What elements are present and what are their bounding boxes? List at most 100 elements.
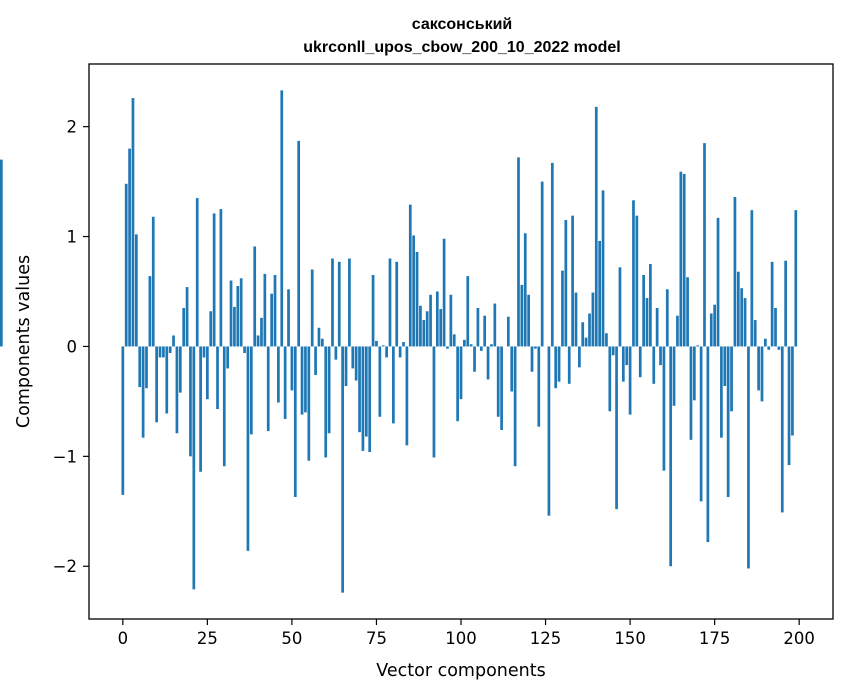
bar xyxy=(713,304,716,347)
bar xyxy=(314,346,317,376)
bar xyxy=(432,346,436,458)
bar xyxy=(185,287,189,347)
y-axis-ticks: −2 −1 0 1 2 xyxy=(53,118,89,576)
bar xyxy=(716,217,720,347)
bar xyxy=(249,346,253,435)
bar xyxy=(473,346,476,372)
bar xyxy=(699,346,703,502)
bar xyxy=(791,346,794,436)
y-tick-label: 2 xyxy=(67,118,78,137)
bar xyxy=(659,346,662,366)
bar xyxy=(398,346,402,358)
bar xyxy=(537,346,541,427)
bar xyxy=(320,338,324,347)
bar xyxy=(506,316,510,347)
bar xyxy=(628,346,632,415)
bar xyxy=(239,278,243,347)
x-axis-label: Vector components xyxy=(376,661,545,681)
bar xyxy=(385,346,388,358)
bar xyxy=(182,307,186,347)
bar xyxy=(794,210,798,347)
bar-series xyxy=(0,90,798,593)
bar xyxy=(571,215,574,347)
bar xyxy=(300,346,304,415)
x-tick-label: 25 xyxy=(197,629,218,648)
bar xyxy=(344,346,348,387)
chart-title-line2: ukrconll_upos_cbow_200_10_2022 model xyxy=(303,39,620,56)
bar xyxy=(520,284,524,347)
bar xyxy=(764,338,767,347)
bar xyxy=(297,140,301,347)
bar xyxy=(371,275,375,347)
bar xyxy=(655,307,659,347)
bar xyxy=(747,346,750,569)
bar xyxy=(605,333,608,347)
bar xyxy=(145,346,148,389)
bar xyxy=(429,294,432,347)
bar xyxy=(270,293,273,347)
bar xyxy=(229,280,233,347)
bar xyxy=(618,267,622,347)
bar xyxy=(513,346,517,467)
bar xyxy=(287,289,290,347)
bar xyxy=(124,183,128,347)
bar xyxy=(682,173,686,347)
bar xyxy=(324,346,328,458)
bar xyxy=(645,298,649,347)
y-tick-label: −2 xyxy=(53,557,77,576)
x-tick-label: 75 xyxy=(366,629,387,648)
bar xyxy=(463,339,466,347)
y-axis-label: Components values xyxy=(14,255,34,428)
bar xyxy=(625,346,629,366)
x-tick-label: 175 xyxy=(699,629,731,648)
bar xyxy=(767,346,771,350)
bar xyxy=(172,335,175,347)
bar xyxy=(358,346,361,433)
bar xyxy=(354,346,358,381)
bar xyxy=(692,346,696,401)
bar xyxy=(696,345,700,347)
x-tick-label: 50 xyxy=(281,629,302,648)
bar xyxy=(293,346,297,498)
bar xyxy=(148,276,152,347)
bar xyxy=(226,346,230,369)
bar xyxy=(594,106,598,347)
bar xyxy=(564,220,568,347)
bar xyxy=(405,346,409,446)
bar xyxy=(206,346,209,400)
bar xyxy=(743,298,747,347)
bar xyxy=(134,234,138,347)
bar xyxy=(632,200,635,347)
bar xyxy=(141,346,145,438)
bar xyxy=(219,209,223,347)
bar xyxy=(327,346,331,434)
bar xyxy=(304,346,307,413)
bar xyxy=(233,306,236,347)
bar xyxy=(280,90,284,347)
bar xyxy=(395,261,399,347)
x-axis-ticks: 0 25 50 75 100 125 150 175 200 xyxy=(118,619,815,648)
bar xyxy=(442,238,446,347)
bar xyxy=(493,303,497,347)
bar xyxy=(388,258,392,347)
bar xyxy=(165,346,169,414)
bar xyxy=(151,216,155,347)
bar xyxy=(446,346,449,349)
bar xyxy=(189,346,192,457)
y-tick-label: −1 xyxy=(53,447,77,466)
bar xyxy=(415,251,419,347)
bar xyxy=(733,196,737,347)
bar xyxy=(178,346,182,393)
bar xyxy=(439,309,443,347)
bar xyxy=(337,261,341,347)
bar xyxy=(266,346,270,432)
bar xyxy=(554,346,558,389)
bar xyxy=(422,320,426,347)
bar xyxy=(209,311,213,347)
bar xyxy=(483,315,487,347)
bar xyxy=(155,346,158,423)
bar xyxy=(689,346,693,440)
bar xyxy=(578,346,581,368)
bar xyxy=(364,346,368,437)
